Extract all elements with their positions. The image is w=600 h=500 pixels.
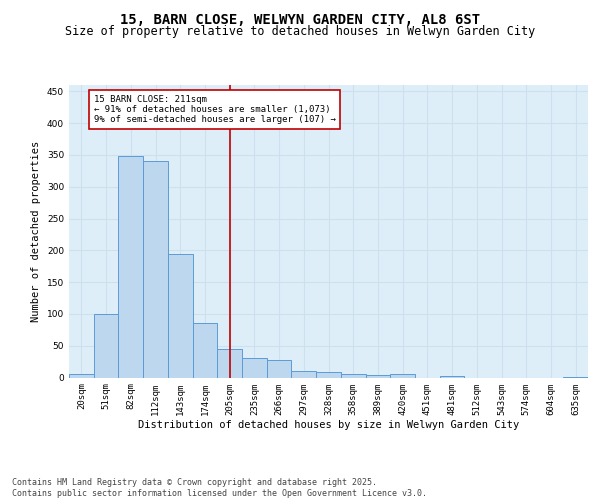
Bar <box>390 374 415 378</box>
Bar <box>118 156 143 378</box>
Text: 15, BARN CLOSE, WELWYN GARDEN CITY, AL8 6ST: 15, BARN CLOSE, WELWYN GARDEN CITY, AL8 … <box>120 12 480 26</box>
Bar <box>316 372 341 378</box>
X-axis label: Distribution of detached houses by size in Welwyn Garden City: Distribution of detached houses by size … <box>138 420 519 430</box>
Bar <box>69 374 94 378</box>
Text: 15 BARN CLOSE: 211sqm
← 91% of detached houses are smaller (1,073)
9% of semi-de: 15 BARN CLOSE: 211sqm ← 91% of detached … <box>94 94 335 124</box>
Bar <box>365 375 390 378</box>
Text: Size of property relative to detached houses in Welwyn Garden City: Size of property relative to detached ho… <box>65 25 535 38</box>
Bar <box>168 254 193 378</box>
Bar <box>193 324 217 378</box>
Bar <box>563 377 588 378</box>
Bar <box>341 374 365 378</box>
Bar <box>292 371 316 378</box>
Y-axis label: Number of detached properties: Number of detached properties <box>31 140 41 322</box>
Bar <box>242 358 267 378</box>
Bar <box>94 314 118 378</box>
Bar <box>267 360 292 378</box>
Bar <box>217 349 242 378</box>
Bar <box>143 162 168 378</box>
Text: Contains HM Land Registry data © Crown copyright and database right 2025.
Contai: Contains HM Land Registry data © Crown c… <box>12 478 427 498</box>
Bar <box>440 376 464 378</box>
